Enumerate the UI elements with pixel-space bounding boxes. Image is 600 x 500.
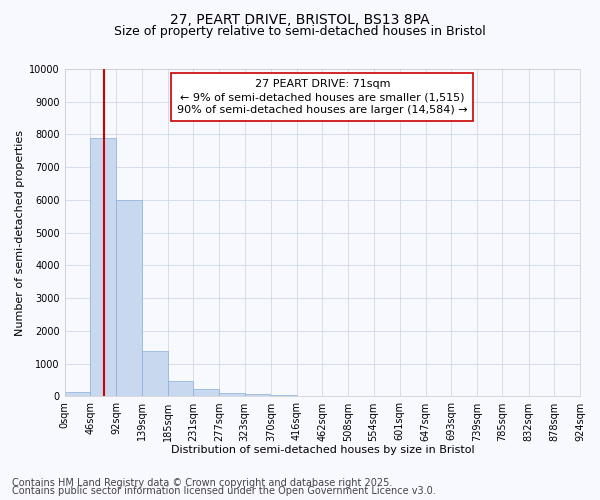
Text: 27 PEART DRIVE: 71sqm
← 9% of semi-detached houses are smaller (1,515)
90% of se: 27 PEART DRIVE: 71sqm ← 9% of semi-detac… <box>177 79 467 115</box>
Text: 27, PEART DRIVE, BRISTOL, BS13 8PA: 27, PEART DRIVE, BRISTOL, BS13 8PA <box>170 12 430 26</box>
Bar <box>65 392 91 396</box>
Bar <box>116 200 142 396</box>
Bar <box>91 138 116 396</box>
Bar <box>193 390 219 396</box>
Text: Contains HM Land Registry data © Crown copyright and database right 2025.: Contains HM Land Registry data © Crown c… <box>12 478 392 488</box>
Y-axis label: Number of semi-detached properties: Number of semi-detached properties <box>15 130 25 336</box>
X-axis label: Distribution of semi-detached houses by size in Bristol: Distribution of semi-detached houses by … <box>170 445 474 455</box>
Bar <box>271 395 296 396</box>
Bar <box>245 394 271 396</box>
Bar <box>142 350 168 397</box>
Text: Size of property relative to semi-detached houses in Bristol: Size of property relative to semi-detach… <box>114 25 486 38</box>
Text: Contains public sector information licensed under the Open Government Licence v3: Contains public sector information licen… <box>12 486 436 496</box>
Bar <box>168 381 193 396</box>
Bar <box>219 392 245 396</box>
